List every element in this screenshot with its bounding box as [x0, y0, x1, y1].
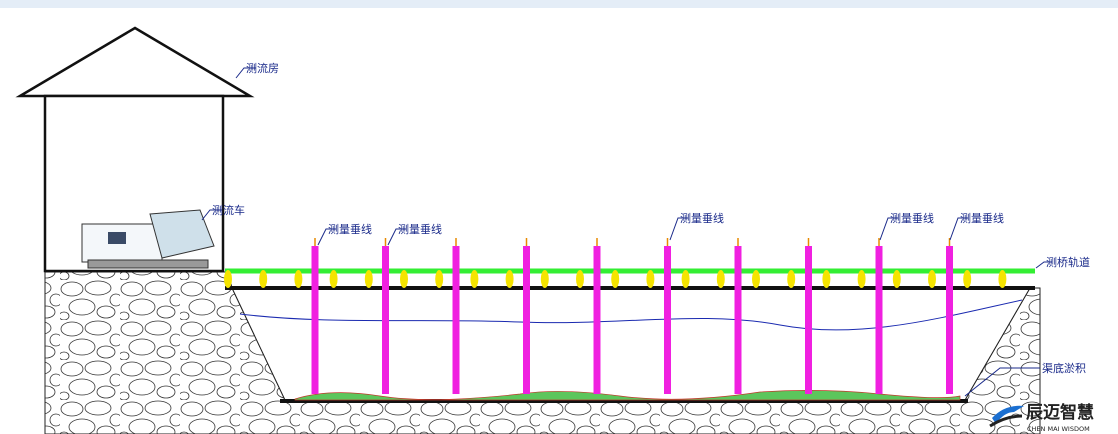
track-bolt	[294, 270, 303, 288]
sediment-label: 渠底淤积	[1042, 361, 1086, 375]
track-bolt	[752, 270, 760, 288]
track-bolt	[400, 270, 408, 288]
track-bolt	[646, 270, 655, 288]
track-bolt	[892, 270, 901, 288]
track-bolt	[435, 270, 444, 288]
track-bolt	[364, 270, 373, 288]
track-bolt	[963, 270, 972, 288]
car-label: 测流车	[212, 203, 245, 217]
top-bar	[0, 0, 1118, 8]
track-bolt	[928, 270, 936, 288]
vertical-label: 测量垂线	[398, 222, 442, 236]
logo: 辰迈智慧 CHEN MAI WISDOM	[989, 402, 1094, 433]
track-bolt	[998, 270, 1007, 288]
measure-vertical	[875, 246, 883, 394]
logo-tagline: CHEN MAI WISDOM	[1027, 425, 1090, 433]
house-label: 测流房	[246, 61, 279, 75]
track-label: 测桥轨道	[1046, 255, 1090, 269]
measure-vertical	[311, 246, 319, 394]
track-bolt	[224, 270, 232, 288]
track-bolt	[716, 270, 725, 288]
track-bolt	[329, 270, 338, 288]
measure-vertical	[805, 246, 812, 394]
vertical-label: 测量垂线	[890, 211, 934, 225]
measure-vertical	[946, 246, 953, 394]
measure-vertical	[664, 246, 671, 394]
sediment	[294, 390, 961, 401]
measure-vertical	[734, 246, 742, 394]
vertical-label: 测量垂线	[960, 211, 1004, 225]
house-roof	[15, 26, 255, 98]
track-bolt	[822, 270, 831, 288]
vertical-label: 测量垂线	[680, 211, 724, 225]
logo-name: 辰迈智慧	[1026, 402, 1094, 423]
track-bolt	[470, 270, 479, 288]
flow-car	[81, 209, 215, 269]
water-line	[239, 299, 1023, 331]
track-bolt	[787, 270, 796, 288]
track-bolt	[611, 270, 620, 288]
track-bolt	[259, 270, 268, 288]
track-bolt	[857, 270, 866, 288]
track-bolt	[576, 270, 584, 288]
track-bolt	[505, 270, 514, 288]
track-bolt	[540, 270, 549, 288]
vertical-label: 测量垂线	[328, 222, 372, 236]
track-bolt	[681, 270, 690, 288]
measure-vertical	[593, 246, 601, 394]
measure-vertical	[382, 246, 389, 394]
measure-vertical	[523, 246, 530, 394]
measure-vertical	[452, 246, 460, 394]
channel	[231, 287, 1031, 401]
